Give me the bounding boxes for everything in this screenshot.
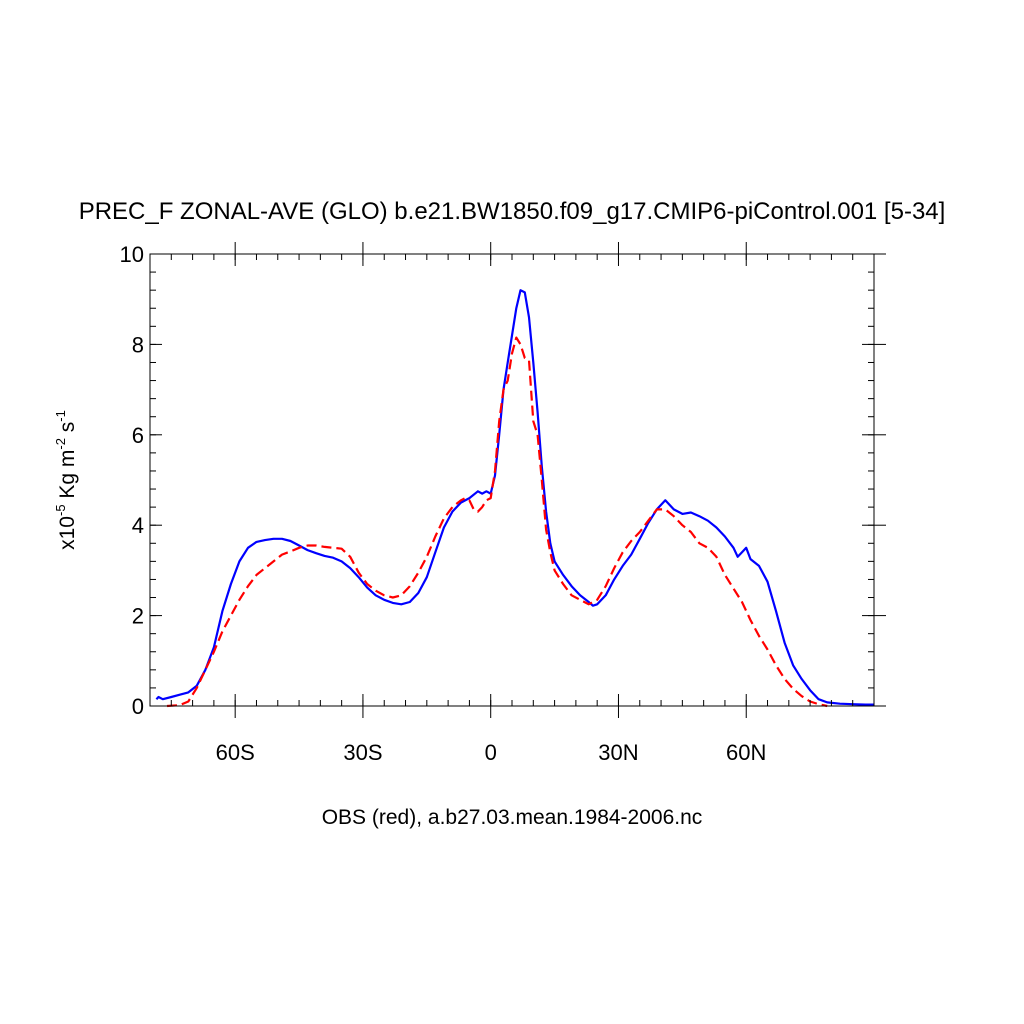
x-tick-label: 60N — [726, 740, 766, 765]
y-label-exp: -5 — [53, 504, 68, 516]
plot-frame — [149, 253, 875, 707]
x-tick-label: 30N — [598, 740, 638, 765]
y-label-unit-b: s — [56, 422, 79, 438]
y-tick-label: 6 — [132, 423, 144, 448]
y-label-unit-b-exp: -1 — [53, 410, 68, 422]
y-tick-label: 10 — [120, 242, 144, 267]
y-label-prefix: x10 — [56, 516, 79, 550]
x-tick-label: 0 — [485, 740, 497, 765]
series-line-1 — [166, 336, 828, 708]
y-label-unit-a-exp: -2 — [53, 438, 68, 450]
series-line-0 — [155, 289, 874, 706]
x-tick-label: 60S — [216, 740, 255, 765]
y-tick-label: 4 — [132, 513, 144, 538]
ticks-layer: 60S 30S 0 30N 60N 0 2 4 6 8 10 — [120, 242, 886, 765]
series-layer — [155, 289, 874, 708]
y-axis-label: x10-5 Kg m-2 s-1 — [53, 410, 79, 550]
x-tick-label: 30S — [343, 740, 382, 765]
y-label-unit-a: Kg m — [56, 450, 79, 505]
chart-title: PREC_F ZONAL-AVE (GLO) b.e21.BW1850.f09_… — [79, 198, 946, 225]
x-axis-label: OBS (red), a.b27.03.mean.1984-2006.nc — [322, 806, 703, 829]
y-tick-label: 0 — [132, 694, 144, 719]
y-tick-label: 8 — [132, 332, 144, 357]
y-tick-label: 2 — [132, 604, 144, 629]
